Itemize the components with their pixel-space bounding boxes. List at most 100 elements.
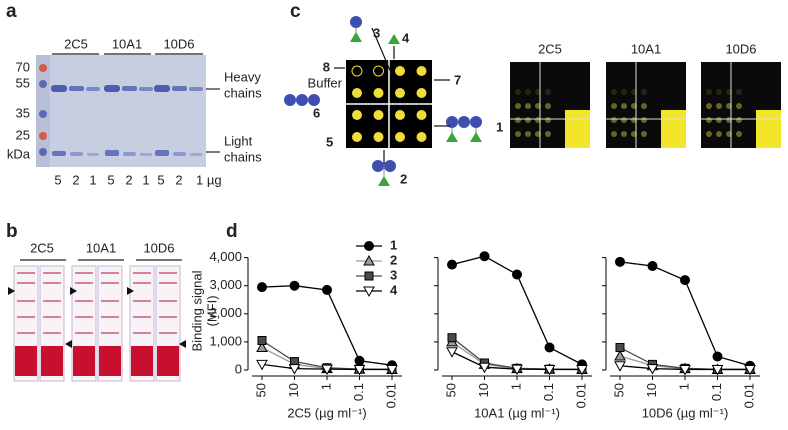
strip-band <box>133 316 151 318</box>
array-spot <box>416 88 427 98</box>
array-spot <box>351 65 363 77</box>
x-tick-label: 0.1 <box>709 383 724 401</box>
strip-band <box>159 300 177 302</box>
ladder-band <box>39 110 47 118</box>
clone-label: 10D6 <box>725 41 756 56</box>
array-spot <box>395 66 405 76</box>
strip-band <box>101 282 119 284</box>
arrows <box>334 27 450 164</box>
array-label: 6 <box>313 105 320 120</box>
scan-spot <box>515 89 521 95</box>
array-label: 2 <box>400 171 407 186</box>
point <box>322 284 332 295</box>
point <box>744 364 756 376</box>
point <box>256 359 268 371</box>
scan-spot <box>545 117 551 123</box>
clone-label: 10A1 <box>631 41 661 56</box>
panel-label: c <box>290 1 301 22</box>
scan-spot <box>706 117 712 123</box>
scan-spot <box>641 131 647 137</box>
array-spot <box>395 110 405 120</box>
point <box>479 251 490 262</box>
clone-label: 2C5 <box>538 41 562 56</box>
gel <box>36 55 206 167</box>
legend-label: 2 <box>390 252 397 267</box>
scan-spot <box>611 117 617 123</box>
scan-spot <box>716 131 722 137</box>
scan-spot <box>716 117 722 123</box>
light-label: Light <box>224 133 253 148</box>
strip-band <box>75 316 93 318</box>
strip-band <box>101 300 119 302</box>
scan-spot <box>621 103 627 109</box>
scan-blob <box>756 110 781 148</box>
point <box>446 347 458 358</box>
arrowheads <box>8 287 186 348</box>
amount-label: 2 <box>125 172 132 187</box>
strip-band <box>75 282 93 284</box>
kda-marker: 70 <box>16 59 30 74</box>
x-tick-label: 1 <box>318 383 333 390</box>
point <box>447 259 457 270</box>
amount-label: 5 <box>54 172 61 187</box>
point <box>615 343 625 353</box>
scan-spot <box>525 117 531 123</box>
array-spot <box>352 132 362 142</box>
point <box>363 286 375 298</box>
array-label: 7 <box>454 72 461 87</box>
kda-marker: 55 <box>16 75 30 90</box>
x-tick-label: 10 <box>286 383 301 397</box>
light-label: chains <box>224 149 262 164</box>
x-tick-label: 10 <box>644 383 659 397</box>
strip-band <box>75 272 93 274</box>
panel-a: a 2C5 10A1 10D6 70 55 35 25 kDa Heavy c <box>6 1 262 187</box>
array-label: 5 <box>326 134 333 149</box>
scan-spot <box>611 131 617 137</box>
scan-spot <box>545 131 551 137</box>
strip-band <box>17 282 35 284</box>
point <box>511 364 523 376</box>
point <box>680 275 690 286</box>
scan-spot <box>545 103 551 109</box>
point <box>364 271 374 281</box>
kda-unit: kDa <box>7 146 31 161</box>
strip-band <box>43 272 61 274</box>
array-spot <box>395 132 405 142</box>
panel-b: b 2C5 10A1 10D6 <box>6 221 186 382</box>
ladder-band <box>39 132 47 140</box>
point <box>364 241 374 251</box>
x-tick-label: 0.01 <box>383 383 398 408</box>
x-axis-label: 2C5 (µg ml⁻¹) <box>287 405 366 420</box>
scan-spot <box>515 103 521 109</box>
x-tick-label: 50 <box>611 383 626 397</box>
x-tick-label: 1 <box>676 383 691 390</box>
strip-block <box>131 346 153 376</box>
array-spot <box>373 65 384 77</box>
amount-label: 5 <box>157 172 164 187</box>
scan-blob <box>565 110 590 148</box>
point <box>257 282 267 293</box>
array-spot <box>352 88 362 98</box>
clone-label: 10D6 <box>143 240 174 255</box>
strip-band <box>101 332 119 334</box>
point <box>647 261 658 272</box>
scan-spot <box>525 103 531 109</box>
scan-spot <box>621 131 627 137</box>
point <box>447 333 457 343</box>
strip-block <box>15 346 37 376</box>
x-tick-label: 50 <box>253 383 268 397</box>
y-axis-label: (MFI) <box>204 295 219 326</box>
scan-spot <box>716 103 722 109</box>
ladder-band <box>39 80 47 88</box>
strip-block <box>157 346 179 376</box>
array-spot <box>416 66 427 76</box>
scan-spot <box>736 89 742 95</box>
scan-blob <box>661 110 686 148</box>
clone-label: 10A1 <box>86 240 116 255</box>
array-spot <box>373 132 384 142</box>
x-tick-label: 0.01 <box>741 383 756 408</box>
scan-spot <box>515 131 521 137</box>
strip-band <box>75 300 93 302</box>
point <box>544 342 555 353</box>
clone-label: 2C5 <box>64 36 88 51</box>
